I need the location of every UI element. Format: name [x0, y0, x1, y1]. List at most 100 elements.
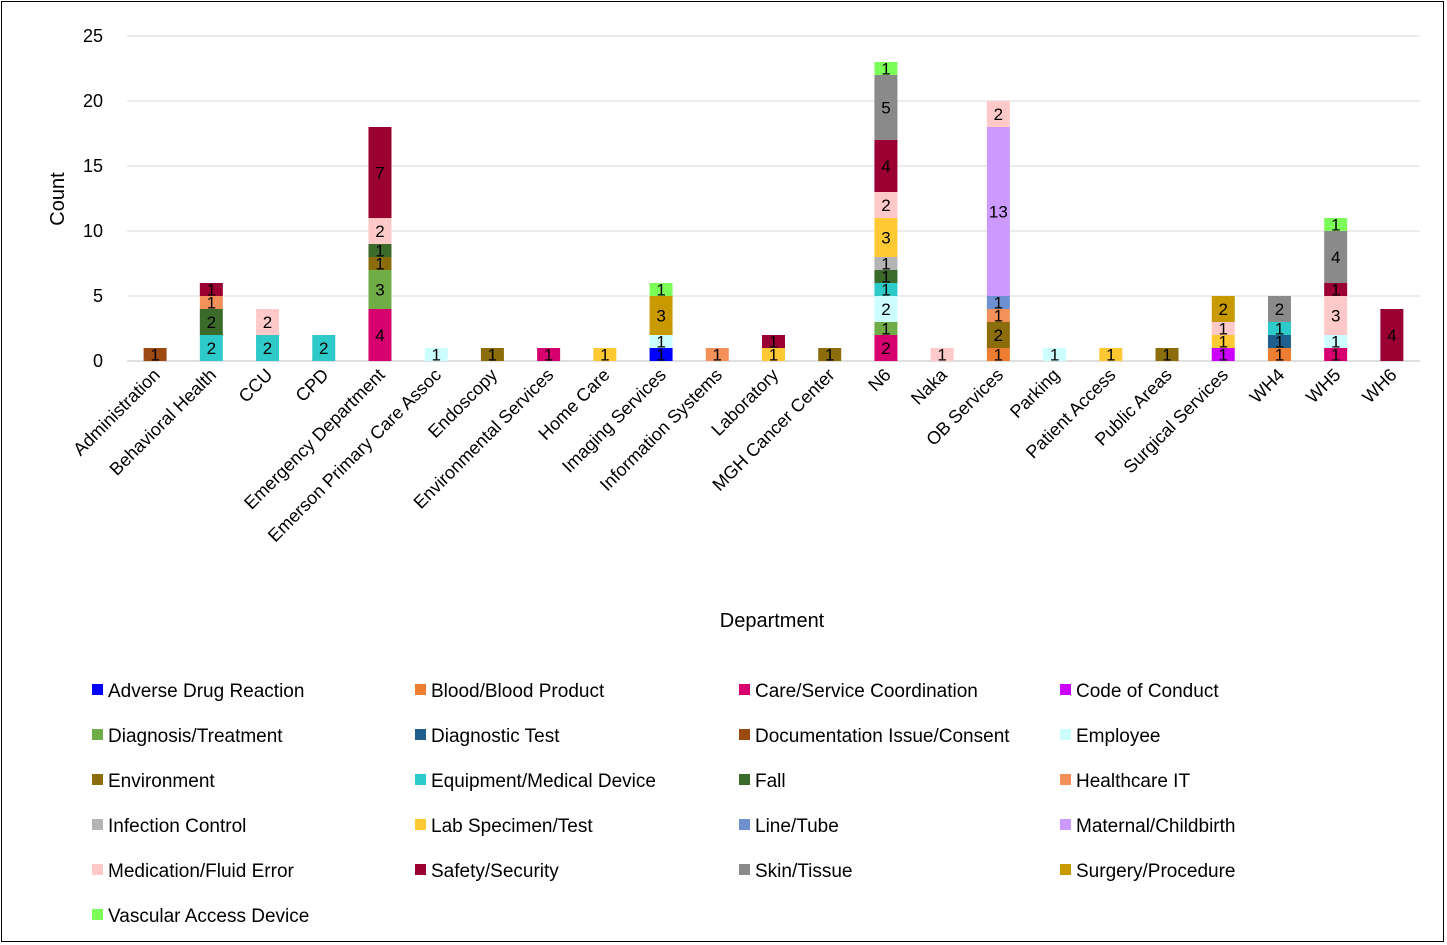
legend-swatch: [415, 864, 426, 875]
legend-entry: Skin/Tissue: [755, 861, 853, 882]
data-label: 1: [994, 346, 1003, 365]
data-label: 2: [263, 339, 272, 358]
data-label: 1: [375, 242, 384, 261]
bar-segment: [874, 335, 898, 361]
x-axis-title: Department: [720, 610, 825, 632]
bar-segment: [818, 348, 842, 361]
bar-segment: [1324, 348, 1348, 361]
data-label: 1: [881, 320, 890, 339]
bar-segment: [480, 348, 504, 361]
data-label: 2: [319, 339, 328, 358]
data-label: 1: [1219, 346, 1228, 365]
bar-segment: [649, 348, 673, 361]
data-label: 5: [881, 99, 890, 118]
data-label: 1: [713, 346, 722, 365]
bar-segment: [256, 309, 280, 335]
legend-swatch: [739, 729, 750, 740]
legend-entry: Medication/Fluid Error: [108, 861, 295, 882]
legend-swatch: [92, 774, 103, 785]
x-tick-label: Behavioral Health: [106, 365, 221, 480]
bar-segment: [256, 335, 280, 361]
bar-segment: [1211, 296, 1235, 322]
bar-segment: [874, 140, 898, 192]
x-tick-label: WH6: [1358, 365, 1400, 407]
bar-segment: [762, 335, 785, 348]
data-label: 7: [375, 164, 384, 183]
bar-segment: [874, 270, 898, 283]
legend-entry: Fall: [755, 771, 786, 792]
bar-segment: [986, 322, 1010, 348]
bar-segment: [762, 348, 785, 361]
y-tick-label: 15: [83, 156, 103, 176]
bar-segment: [1267, 335, 1291, 348]
data-label: 1: [375, 255, 384, 274]
y-axis-ticks: 0 5 10 15 20 25: [83, 26, 103, 371]
data-label: 1: [881, 281, 890, 300]
legend-entry: Code of Conduct: [1076, 681, 1219, 702]
data-label: 1: [1219, 333, 1228, 352]
data-label: 1: [1106, 346, 1115, 365]
bar-segment: [143, 348, 167, 361]
bar-segment: [874, 218, 898, 257]
legend-entry: Blood/Blood Product: [431, 681, 605, 702]
bar-segment: [199, 283, 223, 296]
data-label: 2: [207, 339, 216, 358]
data-label: 1: [656, 281, 665, 300]
data-label: 1: [994, 294, 1003, 313]
data-label: 4: [1331, 248, 1340, 267]
bar-segment: [705, 348, 729, 361]
bar-segment: [986, 348, 1010, 361]
bar-segment: [1380, 309, 1404, 361]
data-label: 1: [488, 346, 497, 365]
legend: Adverse Drug Reaction Blood/Blood Product…: [92, 681, 1235, 927]
data-label: 1: [656, 346, 665, 365]
data-label: 1: [881, 60, 890, 79]
bar-segment: [874, 192, 898, 218]
legend-entry: Infection Control: [108, 816, 246, 837]
legend-swatch: [739, 774, 750, 785]
legend-entry: Employee: [1076, 726, 1161, 747]
data-label: 2: [881, 339, 890, 358]
data-label: 3: [1331, 307, 1340, 326]
y-tick-label: 20: [83, 91, 103, 111]
legend-swatch: [92, 729, 103, 740]
data-label: 1: [1275, 346, 1284, 365]
bar-segment: [199, 335, 223, 361]
data-label: 2: [1275, 300, 1284, 319]
bar-segment: [986, 309, 1010, 322]
legend-entry: Healthcare IT: [1076, 771, 1190, 792]
data-label: 2: [994, 105, 1003, 124]
data-label: 2: [375, 222, 384, 241]
data-label: 1: [881, 255, 890, 274]
legend-entry: Line/Tube: [755, 816, 839, 837]
data-label: 1: [1219, 320, 1228, 339]
x-tick-label: N6: [864, 365, 894, 395]
y-tick-label: 5: [93, 286, 103, 306]
bar-segment: [930, 348, 954, 361]
data-label: 4: [375, 326, 384, 345]
legend-entry: Maternal/Childbirth: [1076, 816, 1235, 837]
bar-segment: [368, 257, 392, 270]
data-label: 4: [881, 157, 890, 176]
bar-segment: [874, 257, 898, 270]
bar-segment: [1324, 218, 1348, 231]
bar-segment: [986, 127, 1010, 296]
legend-swatch: [1060, 774, 1071, 785]
bar-segment: [1324, 296, 1348, 335]
legend-swatch: [739, 864, 750, 875]
bar-segment: [368, 270, 392, 309]
bar-segment: [424, 348, 448, 361]
bar-segment: [593, 348, 617, 361]
legend-entry: Environment: [108, 771, 215, 792]
bar-segment: [199, 309, 223, 335]
bar-segment: [874, 322, 898, 335]
bar-segment: [874, 296, 898, 322]
bar-segment: [1211, 348, 1235, 361]
x-tick-label: WH4: [1246, 365, 1288, 407]
data-label: 2: [994, 326, 1003, 345]
data-label: 1: [544, 346, 553, 365]
data-label: 3: [881, 229, 890, 248]
bar-segment: [312, 335, 336, 361]
